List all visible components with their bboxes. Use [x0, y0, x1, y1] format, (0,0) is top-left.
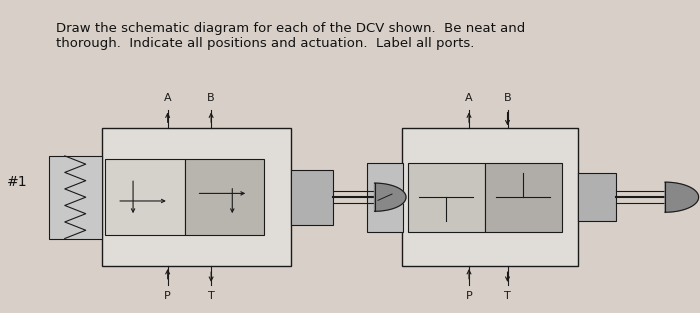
Text: T: T [208, 291, 214, 301]
Bar [484, 163, 561, 232]
Text: #1: #1 [7, 175, 27, 188]
Bar [402, 128, 578, 266]
Text: A: A [164, 93, 172, 103]
Text: A: A [466, 93, 472, 103]
Polygon shape [665, 182, 699, 212]
Bar [49, 156, 102, 239]
Text: T: T [504, 291, 511, 301]
Text: P: P [466, 291, 472, 301]
Bar [102, 128, 290, 266]
Bar [407, 163, 484, 232]
Text: B: B [504, 93, 511, 103]
Bar [290, 170, 332, 225]
Text: B: B [207, 93, 215, 103]
Text: Draw the schematic diagram for each of the DCV shown.  Be neat and
thorough.  In: Draw the schematic diagram for each of t… [56, 22, 525, 50]
Bar [368, 163, 402, 232]
Polygon shape [374, 183, 406, 211]
Text: P: P [164, 291, 171, 301]
Bar [105, 159, 185, 235]
Bar [578, 173, 616, 221]
Bar [185, 159, 264, 235]
